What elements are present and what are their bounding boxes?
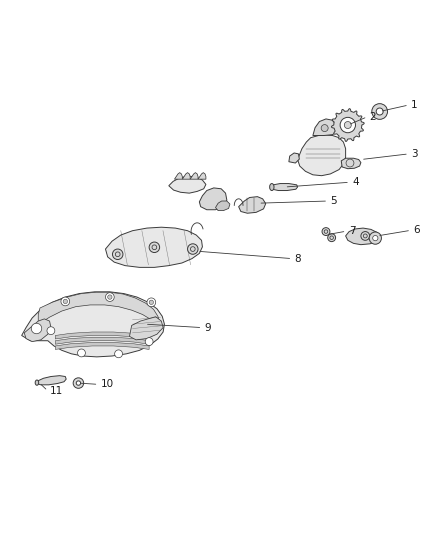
Circle shape xyxy=(340,117,356,133)
Text: 9: 9 xyxy=(205,322,211,333)
Text: 1: 1 xyxy=(411,100,418,110)
Circle shape xyxy=(376,108,383,115)
Circle shape xyxy=(149,300,153,304)
Polygon shape xyxy=(272,183,297,190)
Circle shape xyxy=(106,293,114,302)
Circle shape xyxy=(108,295,112,299)
Circle shape xyxy=(145,338,153,345)
Polygon shape xyxy=(36,376,66,385)
Polygon shape xyxy=(297,135,346,176)
Text: 11: 11 xyxy=(50,386,63,396)
Text: 7: 7 xyxy=(349,226,355,236)
Polygon shape xyxy=(55,343,149,350)
Circle shape xyxy=(344,122,351,128)
Polygon shape xyxy=(346,228,380,245)
Circle shape xyxy=(328,234,336,241)
Polygon shape xyxy=(174,173,182,179)
Polygon shape xyxy=(341,158,361,169)
Circle shape xyxy=(322,228,330,236)
Polygon shape xyxy=(239,197,266,213)
Polygon shape xyxy=(289,153,299,163)
Circle shape xyxy=(61,297,70,306)
Text: 3: 3 xyxy=(411,149,418,159)
Circle shape xyxy=(115,350,123,358)
Polygon shape xyxy=(55,337,149,344)
Circle shape xyxy=(31,323,42,334)
Polygon shape xyxy=(313,119,337,135)
Circle shape xyxy=(372,103,388,119)
Polygon shape xyxy=(169,176,206,193)
Polygon shape xyxy=(199,188,227,210)
Text: 10: 10 xyxy=(101,379,114,390)
Text: 4: 4 xyxy=(352,177,359,187)
Text: 2: 2 xyxy=(370,112,376,122)
Text: 5: 5 xyxy=(330,196,337,206)
Circle shape xyxy=(369,232,381,244)
Circle shape xyxy=(47,327,55,335)
Circle shape xyxy=(373,236,378,241)
Circle shape xyxy=(149,242,159,253)
Polygon shape xyxy=(130,317,163,340)
Polygon shape xyxy=(21,292,164,357)
Ellipse shape xyxy=(270,183,274,190)
Polygon shape xyxy=(332,109,364,141)
Circle shape xyxy=(321,125,328,132)
Circle shape xyxy=(147,298,155,306)
Polygon shape xyxy=(182,173,190,179)
Polygon shape xyxy=(190,173,198,179)
Polygon shape xyxy=(24,319,51,342)
Circle shape xyxy=(187,244,198,254)
Polygon shape xyxy=(198,173,206,179)
Circle shape xyxy=(63,299,67,304)
Ellipse shape xyxy=(35,380,39,385)
Circle shape xyxy=(73,378,84,389)
Text: 6: 6 xyxy=(413,225,420,235)
Polygon shape xyxy=(38,292,160,327)
Polygon shape xyxy=(55,332,149,339)
Polygon shape xyxy=(215,201,230,211)
Text: 8: 8 xyxy=(294,254,301,264)
Circle shape xyxy=(76,381,81,385)
Polygon shape xyxy=(106,227,202,268)
Circle shape xyxy=(78,349,85,357)
Circle shape xyxy=(361,231,370,240)
Circle shape xyxy=(113,249,123,260)
